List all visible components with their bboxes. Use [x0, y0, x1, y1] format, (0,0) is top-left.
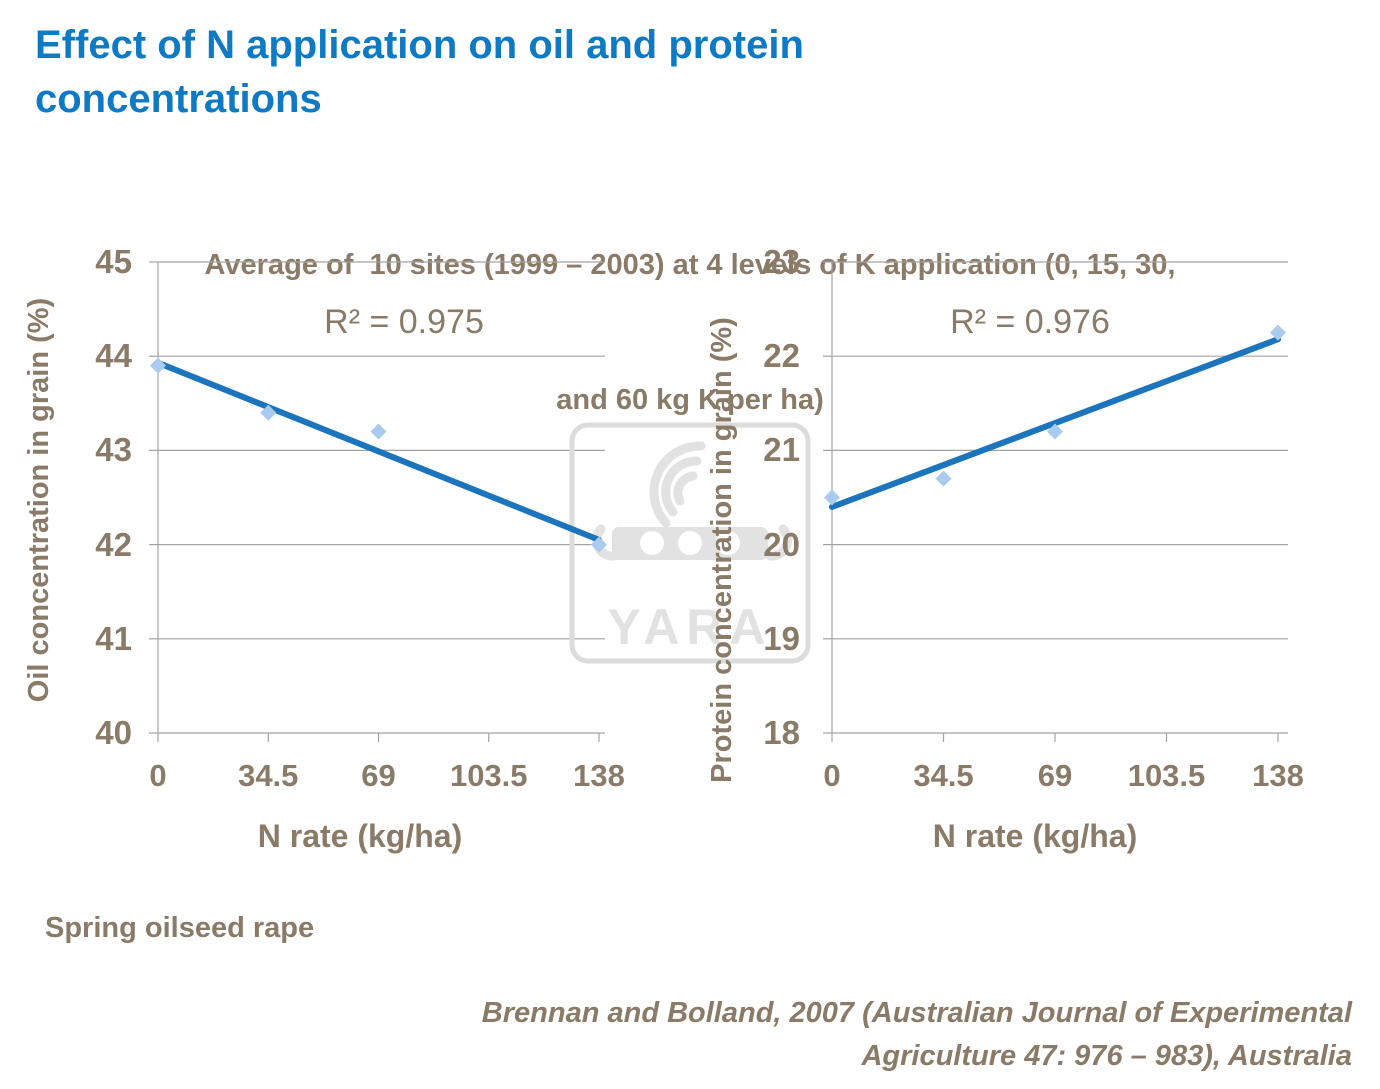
x-tick-label: 138 — [573, 758, 625, 793]
x-tick-label: 0 — [823, 758, 841, 793]
data-point-marker — [1047, 423, 1063, 440]
chart-subtitle: Average of 10 sites (1999 – 2003) at 4 l… — [0, 153, 1380, 468]
data-point-marker — [150, 357, 166, 374]
watermark-border — [569, 422, 811, 664]
data-point-marker — [1270, 324, 1286, 341]
y-tick-label: 40 — [95, 714, 132, 751]
data-point-marker — [935, 470, 952, 487]
data-point-marker — [824, 489, 840, 506]
x-tick-label: 34.5 — [238, 758, 299, 793]
y-tick-label: 19 — [763, 619, 800, 657]
x-tick-label: 69 — [361, 758, 396, 793]
y-tick-label: 20 — [763, 525, 800, 563]
source-line-2: Agriculture 47: 976 – 983), Australia — [861, 1039, 1352, 1072]
y-tick-label: 41 — [95, 619, 132, 657]
trend-line — [155, 359, 602, 543]
y-tick-label: 42 — [95, 525, 132, 563]
trend-line — [829, 336, 1281, 510]
y-axis-title-oil: Oil concentration in grain (%) — [23, 297, 55, 703]
data-point-marker — [591, 536, 607, 553]
x-axis-title-oil: N rate (kg/ha) — [257, 818, 463, 854]
y-tick-label: 45 — [95, 243, 132, 280]
x-tick-label: 138 — [1252, 758, 1304, 793]
y-tick-label: 18 — [763, 714, 800, 751]
axes-layer — [149, 261, 1288, 742]
subtitle-line-1: Average of 10 sites (1999 – 2003) at 4 l… — [204, 248, 1176, 281]
y-tick-label: 22 — [763, 337, 800, 375]
data-layer — [150, 324, 1286, 553]
x-tick-label: 34.5 — [913, 758, 974, 793]
y-tick-label: 21 — [763, 431, 800, 469]
y-axis-title-protein: Protein concentration in grain (%) — [706, 317, 738, 783]
x-tick-label: 69 — [1037, 758, 1073, 793]
x-tick-label: 103.5 — [1127, 758, 1206, 793]
yara-watermark: YARA — [569, 422, 811, 664]
ship-hull — [612, 527, 768, 560]
data-point-marker — [370, 423, 387, 440]
data-point-marker — [260, 404, 277, 421]
r2-label-oil-chart: R² = 0.975 — [324, 303, 484, 341]
x-axis-title-protein: N rate (kg/ha) — [932, 818, 1138, 854]
footnote-crop-type: Spring oilseed rape — [45, 912, 315, 944]
page-title: Effect of N application on oil and prote… — [35, 23, 804, 121]
y-tick-label: 43 — [95, 431, 132, 469]
source-citation: Brennan and Bolland, 2007 (Australian Jo… — [340, 992, 1352, 1078]
subtitle-line-2: and 60 kg K per ha) — [556, 383, 824, 416]
source-line-1: Brennan and Bolland, 2007 (Australian Jo… — [481, 997, 1352, 1029]
x-tick-label: 0 — [149, 758, 167, 793]
watermark-wordmark: YARA — [607, 599, 772, 655]
y-tick-label: 44 — [95, 337, 132, 375]
viking-ship-icon — [592, 441, 792, 561]
x-tick-label: 103.5 — [449, 758, 528, 793]
r2-label-protein-chart: R² = 0.976 — [950, 303, 1110, 341]
y-tick-label: 23 — [763, 243, 800, 280]
